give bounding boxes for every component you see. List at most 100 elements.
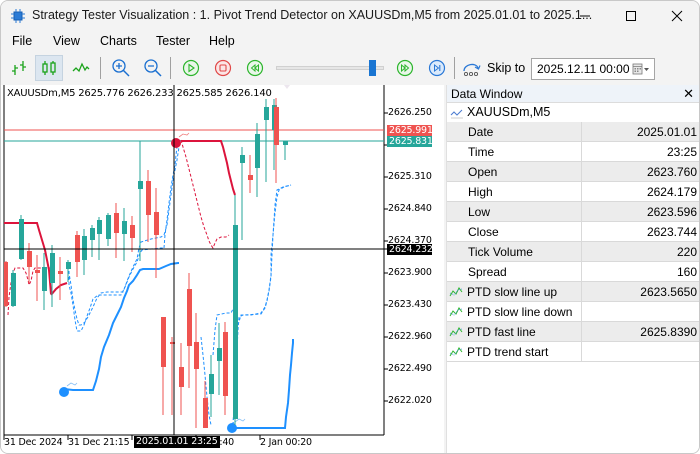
price-axis-label: 2626.250 [388, 107, 432, 118]
data-window-title: Data Window [451, 87, 523, 101]
chart-ohlc-header: XAUUSDm,M5 2625.776 2626.233 2625.585 26… [7, 88, 272, 99]
ptd-slow-line-down-left [4, 222, 52, 295]
chart-canvas[interactable] [1, 85, 444, 454]
data-row-spread: Spread 160 [447, 262, 699, 282]
trend-start-marker-up [59, 382, 78, 397]
speed-slider-track[interactable] [276, 66, 384, 70]
close-icon [671, 10, 683, 22]
zoom-in-icon [112, 59, 130, 77]
price-axis-label: 2622.960 [388, 331, 432, 342]
speed-slider-thumb[interactable] [369, 60, 376, 76]
indicator-row-slow-line-down: PTD slow line down [447, 302, 699, 322]
crosshair-time-tag: 2025.01.01 23:25 [134, 436, 220, 448]
data-window-close-button[interactable]: ✕ [683, 86, 694, 101]
ptd-slow-line-up-dashed [69, 273, 171, 425]
price-axis-label: 2625.310 [388, 171, 432, 182]
window-title: Strategy Tester Visualization : 1. Pivot… [32, 8, 593, 22]
price-axis-label: 2622.020 [388, 395, 432, 406]
data-row-close: Close 2623.744 [447, 222, 699, 242]
zoom-out-icon [144, 59, 162, 77]
candles [4, 98, 288, 428]
line-chart-button[interactable] [67, 55, 95, 81]
price-axis-label: 2623.430 [388, 299, 432, 310]
skip-end-icon [428, 59, 446, 77]
data-window-table: Date 2025.01.01 Time 23:25 Open 2623.760 Hi… [447, 122, 699, 362]
time-axis-label: 2 Jan 00:20 [260, 437, 312, 448]
crosshair-price-tag: 2624.232 [387, 244, 433, 255]
price-axis-label: 2622.490 [388, 363, 432, 374]
skip-to-label: Skip to [487, 61, 526, 75]
price-axis-label: 2624.370 [388, 235, 432, 246]
slow-down-button[interactable] [241, 55, 269, 81]
indicator-icon [449, 327, 463, 337]
zoom-out-button[interactable] [139, 55, 167, 81]
bar-chart-button[interactable] [5, 55, 33, 81]
ask-price-tag: 2625.991 [387, 125, 433, 136]
indicator-row-trend-start: PTD trend start [447, 342, 699, 362]
price-axis-label: 2624.840 [388, 203, 432, 214]
data-row-time: Time 23:25 [447, 142, 699, 162]
price-axis-label: 2623.900 [388, 267, 432, 278]
toolbar-separator [100, 57, 101, 79]
ptd-slow-line-up-dotted [71, 105, 173, 292]
candlestick-icon [42, 61, 56, 75]
minimize-icon [580, 15, 590, 17]
indicator-row-slow-line-up: PTD slow line up 2623.5650 [447, 282, 699, 302]
skip-to-date-value: 2025.12.11 00:00 [537, 62, 630, 76]
menu-tester[interactable]: Tester [156, 34, 191, 48]
maximize-icon [626, 11, 636, 21]
zoom-in-button[interactable] [107, 55, 135, 81]
calendar-dropdown-icon[interactable] [632, 63, 650, 76]
indicator-icon [449, 307, 463, 317]
line-chart-icon [72, 62, 90, 73]
stop-button[interactable] [209, 55, 237, 81]
data-window-symbol-row: XAUUSDm,M5 [447, 103, 699, 122]
data-row-date: Date 2025.01.01 [447, 122, 699, 142]
price-chart[interactable]: XAUUSDm,M5 2625.776 2626.233 2625.585 26… [1, 85, 444, 454]
ptd-slow-line-up-2 [234, 339, 294, 429]
time-axis-label: 31 Dec 21:15 [68, 437, 130, 448]
ptd-slow-up-dashed [68, 141, 292, 426]
ptd-fast-line [181, 140, 236, 196]
menu-help[interactable]: Help [209, 34, 235, 48]
data-window: Data Window ✕ XAUUSDm,M5 Date 2025.01.01 … [446, 85, 699, 453]
skip-to-end-button[interactable] [423, 55, 451, 81]
data-row-tick-volume: Tick Volume 220 [447, 242, 699, 262]
trend-start-marker-up-2 [227, 418, 246, 433]
ptd-slow-line-down-left2 [50, 282, 68, 296]
play-button[interactable] [177, 55, 205, 81]
close-button[interactable] [654, 1, 699, 31]
time-axis-label: 31 Dec 2024 [4, 437, 63, 448]
ptd-slow-dotted-blue [68, 139, 181, 326]
skip-to-button[interactable] [459, 55, 485, 81]
bar-chart-icon [12, 61, 26, 75]
rewind-icon [246, 59, 264, 77]
speed-up-button[interactable] [391, 55, 419, 81]
fast-forward-icon [396, 59, 414, 77]
toolbar-separator [170, 57, 171, 79]
skip-to-icon [463, 63, 481, 77]
chip-icon [11, 9, 25, 23]
title-bar: Strategy Tester Visualization : 1. Pivot… [1, 1, 699, 31]
data-window-symbol: XAUUSDm,M5 [467, 105, 551, 119]
bid-price-tag: 2625.831 [387, 136, 433, 147]
chart-line-icon [450, 109, 463, 119]
maximize-button[interactable] [608, 1, 654, 31]
menu-view[interactable]: View [53, 34, 80, 48]
play-icon [182, 59, 200, 77]
skip-to-date-input[interactable]: 2025.12.11 00:00 [531, 58, 655, 80]
menu-file[interactable]: File [12, 34, 33, 48]
toolbar-separator [454, 57, 455, 79]
data-row-low: Low 2623.596 [447, 202, 699, 222]
menu-charts[interactable]: Charts [100, 34, 137, 48]
minimize-button[interactable] [562, 1, 608, 31]
ptd-slow-line-up [63, 262, 179, 391]
data-row-high: High 2624.179 [447, 182, 699, 202]
indicator-row-fast-line: PTD fast line 2625.8390 [447, 322, 699, 342]
indicator-icon [449, 287, 463, 297]
candlestick-chart-button[interactable] [35, 55, 63, 81]
indicator-icon [449, 347, 463, 357]
data-row-open: Open 2623.760 [447, 162, 699, 182]
data-window-header: Data Window ✕ [447, 85, 699, 103]
